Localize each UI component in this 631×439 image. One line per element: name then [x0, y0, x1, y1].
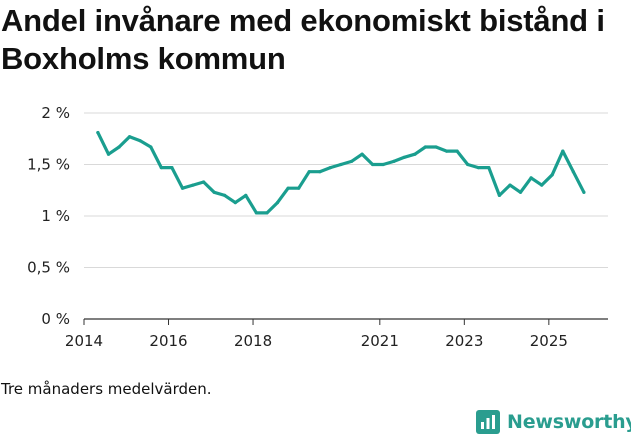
- data-point: [223, 193, 227, 197]
- data-point: [159, 166, 163, 170]
- y-tick-label: 0 %: [41, 310, 70, 328]
- data-point: [233, 201, 237, 205]
- y-tick-label: 2 %: [41, 104, 70, 122]
- data-point: [202, 180, 206, 184]
- data-point: [286, 186, 290, 190]
- y-tick-label: 1 %: [41, 207, 70, 225]
- chart-title: Andel invånare med ekonomiskt bistånd i …: [1, 3, 605, 76]
- x-tick-label: 2023: [445, 332, 483, 350]
- y-tick-label: 0,5 %: [27, 259, 70, 277]
- data-point: [476, 166, 480, 170]
- series-line: [96, 131, 586, 215]
- data-point: [402, 155, 406, 159]
- data-point: [307, 170, 311, 174]
- data-point: [254, 211, 258, 215]
- data-point: [328, 166, 332, 170]
- data-point: [96, 131, 100, 135]
- series-layer: [96, 131, 586, 215]
- y-axis-tick-labels: 0 % 0,5 % 1 % 1,5 % 2 %: [27, 104, 70, 328]
- data-point: [339, 162, 343, 167]
- data-point: [349, 159, 354, 163]
- brand-logo: Newsworthy: [476, 408, 631, 436]
- x-tick-label: 2021: [361, 332, 399, 350]
- data-point: [434, 145, 438, 149]
- x-tick-label: 2025: [530, 332, 568, 350]
- data-point: [582, 190, 586, 194]
- data-point: [149, 145, 153, 149]
- data-point: [497, 193, 501, 197]
- gridlines: [84, 112, 608, 268]
- data-point: [318, 170, 322, 174]
- data-point: [466, 162, 470, 167]
- data-point: [455, 149, 459, 153]
- data-point: [413, 152, 417, 156]
- x-tick-label: 2014: [65, 332, 103, 350]
- y-tick-label: 1,5 %: [27, 156, 70, 174]
- x-tick-label: 2016: [149, 332, 187, 350]
- data-point: [381, 162, 385, 167]
- data-point: [529, 176, 533, 180]
- data-point: [275, 201, 280, 205]
- data-point: [487, 166, 491, 170]
- brand-name: Newsworthy: [507, 411, 631, 433]
- data-point: [212, 190, 216, 194]
- data-point: [128, 135, 132, 139]
- data-point: [138, 139, 142, 143]
- data-point: [392, 159, 396, 163]
- data-point: [106, 152, 111, 156]
- data-point: [508, 183, 512, 187]
- data-point: [371, 162, 375, 167]
- data-point: [265, 211, 269, 215]
- data-point: [518, 190, 523, 194]
- bar-chart-icon: [476, 410, 500, 434]
- x-axis: 2014 2016 2018 2021 2023 2025: [65, 318, 608, 350]
- data-point: [170, 166, 174, 170]
- data-point: [191, 183, 195, 187]
- data-point: [423, 145, 427, 149]
- chart-caption: Tre månaders medelvärden.: [1, 380, 212, 398]
- data-point: [360, 152, 364, 156]
- data-point: [571, 170, 575, 174]
- data-point: [550, 173, 554, 177]
- line-chart: 0 % 0,5 % 1 % 1,5 % 2 % 2014 2016 2018 2021 2023…: [27, 104, 608, 350]
- data-point: [561, 149, 565, 153]
- data-point: [445, 149, 449, 153]
- data-point: [117, 145, 121, 149]
- data-point: [540, 183, 544, 187]
- data-point: [244, 193, 248, 197]
- data-point: [180, 186, 185, 190]
- x-tick-label: 2018: [234, 332, 272, 350]
- data-point: [297, 186, 301, 190]
